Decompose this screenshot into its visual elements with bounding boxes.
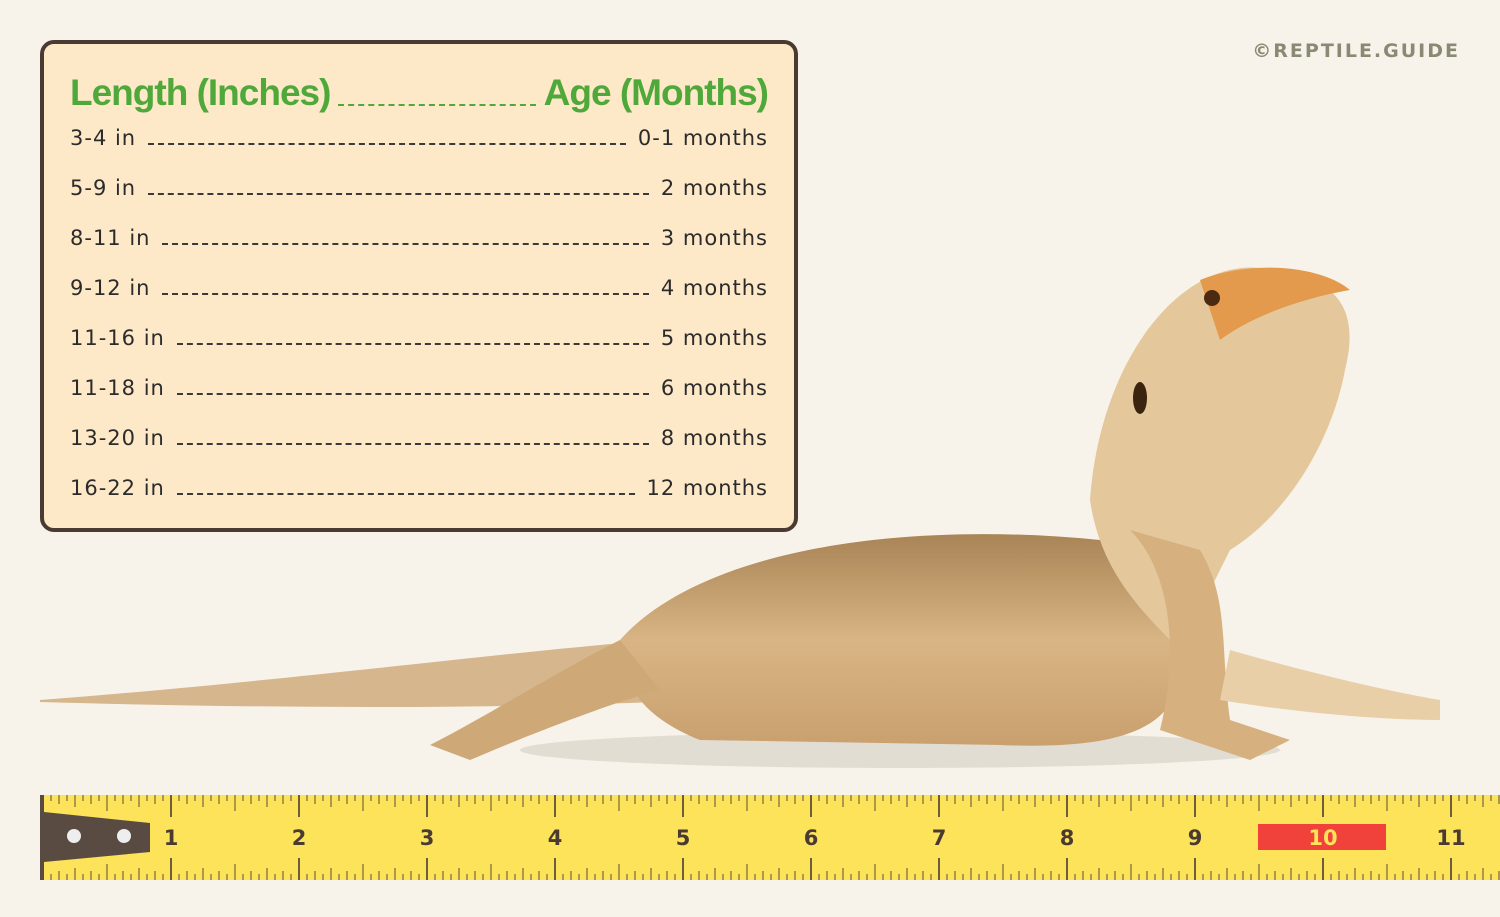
highlight-10 — [1258, 824, 1386, 850]
divider — [338, 104, 536, 106]
hook-rivet — [67, 829, 81, 843]
inch-label: 4 — [548, 826, 563, 850]
table-row: 11-18 in 6 months — [70, 376, 768, 400]
age-value: 5 months — [660, 326, 768, 350]
divider — [176, 443, 649, 445]
age-value: 8 months — [660, 426, 768, 450]
length-value: 9-12 in — [70, 276, 151, 300]
table-row: 16-22 in 12 months — [70, 476, 768, 500]
table-row: 5-9 in 2 months — [70, 176, 768, 200]
divider — [148, 193, 649, 195]
table-header: Length (Inches) Age (Months) — [70, 72, 769, 114]
length-value: 13-20 in — [70, 426, 165, 450]
length-value: 11-16 in — [70, 326, 165, 350]
divider — [162, 293, 649, 295]
inch-label: 5 — [676, 826, 691, 850]
tape-body — [40, 795, 1500, 880]
divider — [176, 393, 649, 395]
inch-label: 2 — [292, 826, 307, 850]
bearded-dragon-image — [40, 267, 1440, 768]
age-value: 2 months — [660, 176, 768, 200]
size-age-table: Length (Inches) Age (Months) 3-4 in 0-1 m… — [40, 40, 798, 532]
header-length: Length (Inches) — [70, 72, 331, 113]
length-value: 11-18 in — [70, 376, 165, 400]
tape-hook — [40, 795, 150, 880]
divider — [148, 143, 626, 145]
age-value: 12 months — [646, 476, 768, 500]
table-row: 3-4 in 0-1 months — [70, 126, 768, 150]
inch-label: 6 — [804, 826, 819, 850]
table-row: 13-20 in 8 months — [70, 426, 768, 450]
inch-label: 10 — [1308, 826, 1337, 850]
length-value: 3-4 in — [70, 126, 137, 150]
inch-label: 9 — [1188, 826, 1203, 850]
measuring-tape: 1 2 3 4 5 6 7 8 9 10 11 — [40, 795, 1500, 880]
age-value: 6 months — [660, 376, 768, 400]
table-row: 8-11 in 3 months — [70, 226, 768, 250]
table-row: 9-12 in 4 months — [70, 276, 768, 300]
age-value: 4 months — [660, 276, 768, 300]
length-value: 16-22 in — [70, 476, 165, 500]
divider — [176, 343, 649, 345]
credit-watermark: ©REPTILE.GUIDE — [1252, 40, 1460, 62]
divider — [162, 243, 649, 245]
inch-label: 3 — [420, 826, 435, 850]
inch-label: 8 — [1060, 826, 1075, 850]
length-value: 5-9 in — [70, 176, 137, 200]
inch-label: 1 — [164, 826, 179, 850]
age-value: 0-1 months — [637, 126, 768, 150]
hook-rivet — [117, 829, 131, 843]
divider — [176, 493, 635, 495]
header-age: Age (Months) — [543, 72, 769, 113]
length-value: 8-11 in — [70, 226, 151, 250]
inch-label: 11 — [1436, 826, 1465, 850]
inch-label: 7 — [932, 826, 947, 850]
age-value: 3 months — [660, 226, 768, 250]
table-row: 11-16 in 5 months — [70, 326, 768, 350]
